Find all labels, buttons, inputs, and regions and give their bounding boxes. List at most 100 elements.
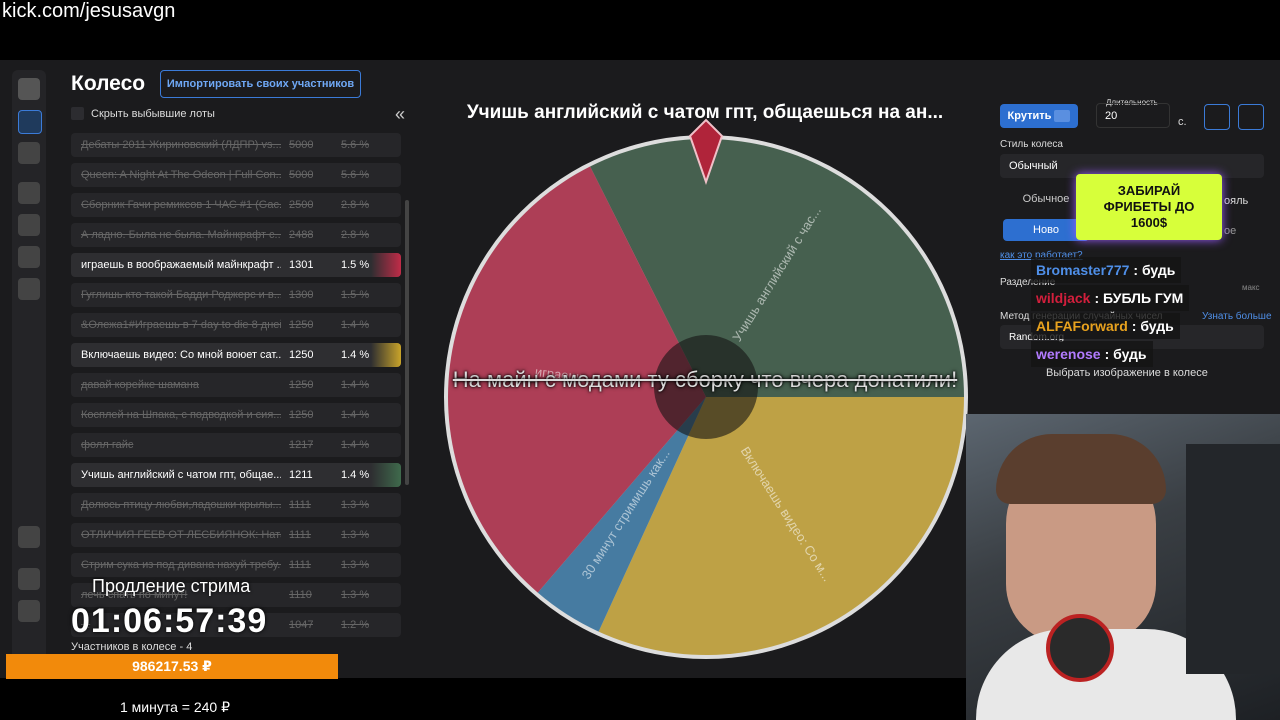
icon[interactable] xyxy=(18,246,40,268)
lot-row[interactable]: фолл гайс 1217 1.4 % xyxy=(71,433,401,457)
mode-new[interactable]: Ново xyxy=(1003,219,1089,241)
scrollbar[interactable] xyxy=(405,200,409,485)
icon[interactable] xyxy=(18,526,40,548)
import-button[interactable]: Импортировать своих участников xyxy=(160,70,361,98)
lot-amount: 5000 xyxy=(289,169,314,181)
icon[interactable] xyxy=(18,214,40,236)
checkbox-label: Скрыть выбывшие лоты xyxy=(91,108,215,120)
lot-percent: 1.5 % xyxy=(341,289,370,301)
wheel[interactable]: Учишь английский с час...Включаешь видео… xyxy=(440,112,976,668)
music-button[interactable] xyxy=(1238,104,1264,130)
lot-row[interactable]: &Олежа1#Играешь в 7 day to die 8 дней! 12… xyxy=(71,313,401,337)
lot-percent: 5.6 % xyxy=(341,139,370,151)
wheel-center-text: На майн с модами ту сборку что вчера дон… xyxy=(452,367,958,392)
lot-amount: 1301 xyxy=(289,259,314,271)
lot-amount: 1217 xyxy=(289,439,314,451)
lot-percent: 1.4 % xyxy=(341,439,370,451)
lot-percent: 1.3 % xyxy=(341,559,370,571)
microphone xyxy=(1046,614,1114,682)
ad-banner[interactable]: ЗАБИРАЙ ФРИБЕТЫ ДО 1600$ xyxy=(1076,174,1222,240)
lot-amount: 1250 xyxy=(289,349,314,361)
lot-name: Гуглишь кто такой Бадди Роджерс и в... xyxy=(81,289,281,301)
icon[interactable] xyxy=(18,600,40,622)
lot-row[interactable]: Queen: A Night At The Odeon | Full Con..… xyxy=(71,163,401,187)
mode-normal[interactable]: Обычное xyxy=(1000,187,1092,211)
lot-percent: 1.3 % xyxy=(341,499,370,511)
chat-message: Bromaster777: будь xyxy=(1031,257,1182,283)
lot-amount: 5000 xyxy=(289,139,314,151)
lot-row[interactable]: Гуглишь кто такой Бадди Роджерс и в... 13… xyxy=(71,283,401,307)
lot-row[interactable]: Долюсь птицу любви,ладошки крылы... 1111 1… xyxy=(71,493,401,517)
wheel-pointer xyxy=(688,118,724,186)
lot-row[interactable]: лечь спать по минут! 1110 1.3 % xyxy=(71,583,401,607)
ad-text: ЗАБИРАЙ ФРИБЕТЫ ДО 1600$ xyxy=(1103,183,1195,230)
icon[interactable] xyxy=(18,110,42,134)
lot-name: давай корейке шамана xyxy=(81,379,199,391)
lot-amount: 1250 xyxy=(289,319,314,331)
dice-button[interactable] xyxy=(1204,104,1230,130)
mode-other[interactable]: ое xyxy=(1224,225,1237,237)
lot-amount: 2488 xyxy=(289,229,314,241)
lot-row[interactable]: А ладно. Была не была. Майнкрафт с... 248… xyxy=(71,223,401,247)
lot-row[interactable]: играешь в воображаемый майнкрафт ... 1301… xyxy=(71,253,401,277)
lot-percent: 1.5 % xyxy=(341,259,370,271)
how-link[interactable]: как это работает? xyxy=(1000,250,1083,261)
url: kick.com/jesusavgn xyxy=(2,0,176,22)
lot-name: Стрим сука из под дивана нахуй требу... xyxy=(81,559,281,571)
chat-user: ALFAForward xyxy=(1036,318,1128,334)
chair xyxy=(1186,444,1280,674)
icon[interactable] xyxy=(18,278,40,300)
lot-name: играешь в воображаемый майнкрафт ... xyxy=(81,259,281,271)
lot-row[interactable]: давай корейке шамана 1250 1.4 % xyxy=(71,373,401,397)
lot-row[interactable]: Дебаты 2011 Жириновский (ЛДПР) vs... 5000… xyxy=(71,133,401,157)
lot-row[interactable]: ... 1047 1.2 % xyxy=(71,613,401,637)
icon[interactable] xyxy=(18,78,40,100)
learn-more[interactable]: Узнать больше xyxy=(1202,311,1272,322)
collapse-button[interactable]: « xyxy=(395,104,406,124)
lot-row[interactable]: Стрим сука из под дивана нахуй требу... 1… xyxy=(71,553,401,577)
lot-percent: 1.4 % xyxy=(341,469,370,481)
lot-row[interactable]: Включаешь видео: Со мной воюет сат... 125… xyxy=(71,343,401,367)
lot-row[interactable]: ОТЛИЧИЯ ГЕЕВ ОТ ЛЕСБИЯНОК: Наташ... 1111 1… xyxy=(71,523,401,547)
mode-duel[interactable]: ояль xyxy=(1224,195,1249,207)
split-label: Разделение xyxy=(1000,277,1056,288)
lot-amount: 1250 xyxy=(289,379,314,391)
duration-input[interactable]: 20 xyxy=(1096,103,1170,128)
lot-percent: 5.6 % xyxy=(341,169,370,181)
lot-name: Дебаты 2011 Жириновский (ЛДПР) vs... xyxy=(81,139,281,151)
style-label: Стиль колеса xyxy=(1000,139,1063,150)
chat-text: : будь xyxy=(1131,318,1174,334)
lot-row[interactable]: Косплей на Шпака, с подводкой и сия... 12… xyxy=(71,403,401,427)
icon[interactable] xyxy=(18,142,40,164)
spin-menu[interactable] xyxy=(1054,110,1071,122)
timer: 01:06:57:39 xyxy=(71,602,268,640)
lot-percent: 1.3 % xyxy=(341,529,370,541)
lot-percent: 2.8 % xyxy=(341,229,370,241)
chat-text: : будь xyxy=(1133,262,1176,278)
image-select[interactable]: Выбрать изображение в колесе xyxy=(1046,367,1208,379)
wheel-segment[interactable] xyxy=(590,138,964,398)
icon[interactable] xyxy=(18,568,40,590)
lot-row[interactable]: Учишь английский с чатом гпт, общае... 12… xyxy=(71,463,401,487)
lot-name: фолл гайс xyxy=(81,439,134,451)
spin-button[interactable]: Крутить xyxy=(1000,104,1078,128)
extension-label: Продление стрима xyxy=(92,576,251,596)
hair xyxy=(996,434,1166,504)
lot-badge xyxy=(371,463,401,487)
duration-unit: с. xyxy=(1178,116,1187,128)
lot-amount: 1111 xyxy=(289,559,312,571)
wheel-segment[interactable] xyxy=(448,166,706,593)
lot-name: Учишь английский с чатом гпт, общае... xyxy=(81,469,281,481)
rate: 1 минута = 240 ₽ xyxy=(120,699,231,715)
chat-message: ALFAForward: будь xyxy=(1031,313,1180,339)
wheel-segment[interactable] xyxy=(537,397,706,632)
lot-name: лечь спать по минут! xyxy=(81,589,188,601)
lot-badge xyxy=(371,343,401,367)
lot-percent: 1.4 % xyxy=(341,349,370,361)
wheel-segment[interactable] xyxy=(598,397,964,655)
checkbox[interactable] xyxy=(71,107,84,120)
lot-row[interactable]: Сборник Гачи ремиксов 1 ЧАС #1 (Gac... 25… xyxy=(71,193,401,217)
wheel-hub xyxy=(654,335,758,439)
icon[interactable] xyxy=(18,182,40,204)
